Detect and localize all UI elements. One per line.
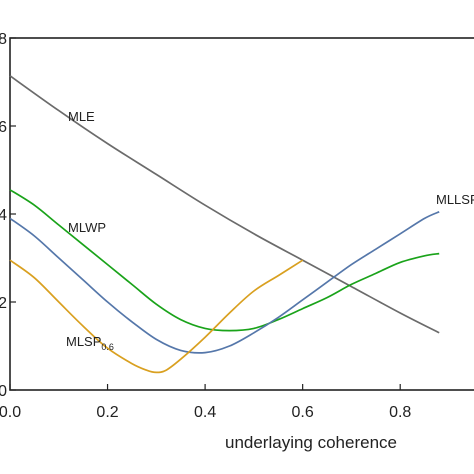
series-label-mllsp: MLLSP — [436, 192, 474, 207]
y-tick-label-1: 2 — [0, 295, 7, 312]
series-label-mlsp: MLSP0.6 — [66, 334, 114, 352]
y-tick-label-3: 6 — [0, 119, 7, 136]
x-tick-label-2: 0.4 — [194, 404, 216, 421]
series-label-mlsp-sub: 0.6 — [101, 342, 114, 352]
x-axis-title: underlaying coherence — [225, 433, 397, 452]
series-line-mlwp — [9, 189, 440, 332]
series-labels: MLE MLWP MLLSP MLSP0.6 — [66, 109, 474, 352]
y-tick-label-4: 8 — [0, 31, 7, 48]
y-tick-label-2: 4 — [0, 207, 7, 224]
tick-group: 0.0 0.2 0.4 0.6 0.8 0 2 4 6 8 — [0, 31, 411, 421]
x-tick-label-4: 0.8 — [389, 404, 411, 421]
series-line-mle — [9, 75, 440, 334]
series-label-mle: MLE — [68, 109, 95, 124]
series-group — [9, 75, 440, 374]
series-label-mlwp: MLWP — [68, 220, 106, 235]
x-tick-label-1: 0.2 — [96, 404, 118, 421]
x-tick-label-0: 0.0 — [0, 404, 21, 421]
series-line-mlsp0-6 — [9, 259, 304, 374]
x-tick-label-3: 0.6 — [292, 404, 314, 421]
series-line-mllsp — [9, 211, 440, 354]
series-label-mlsp-main: MLSP — [66, 334, 101, 349]
y-tick-label-0: 0 — [0, 383, 7, 400]
